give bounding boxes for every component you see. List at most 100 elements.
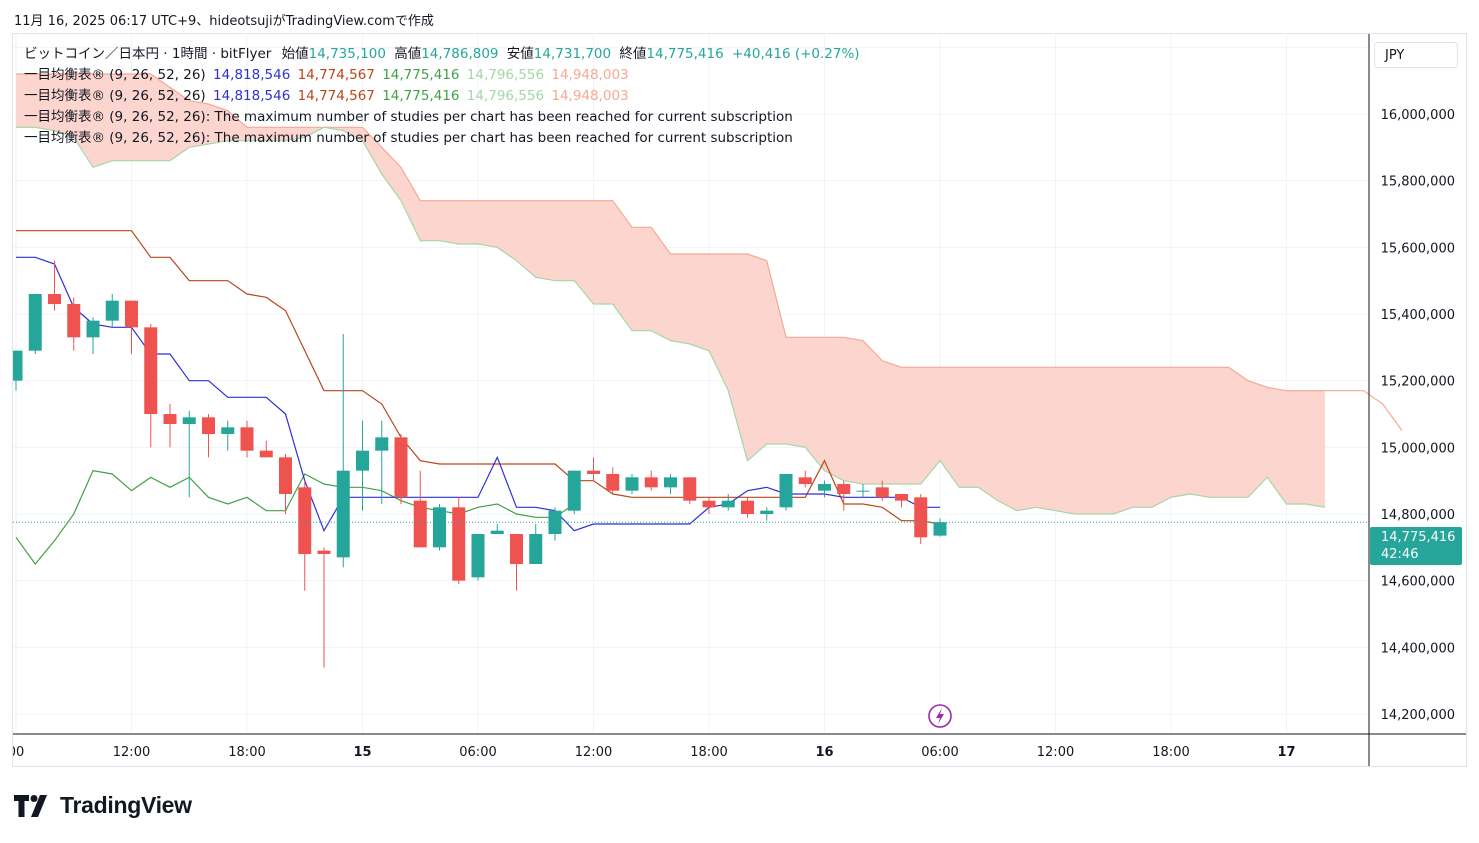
candle-body: [625, 477, 639, 491]
candle-body: [490, 530, 504, 534]
ichimoku-span-a-value: 14,796,556: [466, 67, 545, 83]
ichimoku-kijun-value: 14,774,567: [297, 67, 375, 83]
candle-body: [510, 534, 523, 564]
candle-body: [452, 507, 466, 581]
candle-body: [856, 490, 870, 492]
ichimoku-chikou-value: 14,775,416: [382, 88, 460, 104]
time-axis-label: 06:00: [921, 745, 958, 760]
senkou-span-b-line: [16, 73, 1403, 432]
chart-area[interactable]: 14,200,000 14,400,000 14,600,000 14,800,000…: [12, 33, 1467, 767]
candle-body: [895, 494, 908, 501]
candlestick-chart[interactable]: 14,200,000 14,400,000 14,600,000 14,800,000…: [13, 34, 1466, 766]
candle-body: [13, 350, 23, 381]
candle-body: [741, 500, 754, 514]
ichimoku-tenkan-value: 14,818,546: [213, 67, 291, 83]
candle-body: [336, 470, 350, 558]
price-axis-label: 15,000,000: [1381, 441, 1455, 456]
candle-body: [837, 484, 851, 494]
time-axis-label: 12:00: [113, 745, 150, 760]
chart-credit: 11月 16, 2025 06:17 UTC+9、hideotsujiがTrad…: [14, 14, 434, 29]
price-axis-label: 15,400,000: [1381, 308, 1455, 323]
candle-body: [606, 474, 620, 491]
legend-study-error[interactable]: 一目均衡表® (9, 26, 52, 26): The maximum numb…: [24, 109, 793, 125]
ichimoku-span-a-value: 14,796,556: [466, 88, 545, 104]
last-price-tag: 14,775,416 42:46: [1370, 527, 1462, 565]
legend-low-label: 安値: [506, 46, 534, 62]
last-price: 14,775,416: [1381, 530, 1456, 545]
legend-close-label: 終値: [619, 46, 647, 62]
legend-symbol[interactable]: ビットコイン／日本円 · 1時間 · bitFlyer: [24, 46, 272, 62]
candle-body: [433, 507, 446, 548]
candle-body: [86, 320, 100, 338]
time-axis-label: 12:00: [575, 745, 612, 760]
candle-body: [914, 497, 928, 538]
candle-body: [683, 477, 697, 501]
legend-open: 14,735,100: [308, 46, 386, 62]
time-axis-label: 12:00: [1037, 745, 1074, 760]
candle-body: [163, 414, 177, 424]
candle-body: [779, 474, 793, 508]
price-axis-label: 14,400,000: [1381, 641, 1455, 656]
legend-change: +40,416 (+0.27%): [731, 46, 860, 62]
time-axis-label: 18:00: [690, 745, 727, 760]
legend-ichimoku-row[interactable]: 一目均衡表® (9, 26, 52, 26) 14,818,546 14,774…: [24, 65, 860, 86]
time-axis-label: 00: [13, 745, 24, 760]
candle-body: [202, 417, 215, 434]
candle-body: [471, 534, 485, 578]
candle-body: [125, 300, 138, 328]
candle-body: [375, 437, 389, 451]
price-axis-label: 15,800,000: [1381, 175, 1455, 190]
ichimoku-label: 一目均衡表® (9, 26, 52, 26): [24, 88, 206, 104]
candle-body: [48, 294, 61, 304]
ichimoku-label: 一目均衡表® (9, 26, 52, 26): [24, 67, 206, 83]
price-axis-label: 15,200,000: [1381, 375, 1455, 390]
tradingview-logo-icon: [14, 794, 47, 817]
time-axis-label: 17: [1277, 745, 1295, 760]
candle-body: [818, 484, 831, 491]
candle-body: [587, 470, 600, 474]
price-axis-label: 15,600,000: [1381, 241, 1455, 256]
chikou-span-line: [15, 469, 575, 565]
candle-body: [875, 487, 889, 498]
candle-body: [933, 522, 947, 536]
candle-body: [356, 450, 369, 471]
ichimoku-span-b-value: 14,948,003: [551, 88, 629, 104]
senkou-span-a-line: [16, 126, 1326, 515]
ichimoku-kijun-value: 14,774,567: [297, 88, 375, 104]
candle-body: [317, 550, 331, 554]
ichimoku-tenkan-value: 14,818,546: [213, 88, 291, 104]
candle-body: [644, 477, 658, 488]
price-axis-label: 14,600,000: [1381, 575, 1455, 590]
ichimoku-span-b-value: 14,948,003: [551, 67, 629, 83]
legend-open-label: 始値: [281, 46, 309, 62]
tradingview-logo[interactable]: TradingView: [14, 792, 192, 819]
candle-body: [702, 500, 716, 508]
price-axis-label: 16,000,000: [1381, 108, 1455, 123]
legend-low: 14,731,700: [533, 46, 612, 62]
candle-body: [548, 510, 562, 534]
candle-body: [760, 510, 774, 514]
candle-body: [279, 457, 292, 494]
legend-high: 14,786,809: [421, 46, 499, 62]
legend-ichimoku-row[interactable]: 一目均衡表® (9, 26, 52, 26) 14,818,546 14,774…: [24, 86, 860, 107]
time-axis-label: 16: [815, 745, 833, 760]
candle-body: [105, 300, 119, 321]
ichimoku-chikou-value: 14,775,416: [382, 67, 460, 83]
candle-body: [28, 294, 42, 351]
legend-study-error[interactable]: 一目均衡表® (9, 26, 52, 26): The maximum numb…: [24, 130, 793, 146]
time-axis-label: 06:00: [459, 745, 496, 760]
candle-body: [529, 534, 543, 564]
candle-body: [721, 500, 735, 508]
candle-body: [144, 327, 158, 414]
tradingview-logo-text: TradingView: [60, 792, 192, 818]
price-axis-label: 14,200,000: [1381, 708, 1455, 723]
candle-body: [67, 304, 81, 338]
candle-body: [221, 427, 235, 434]
price-axis-label: 14,800,000: [1381, 508, 1455, 523]
candle-body: [567, 470, 581, 511]
candle-body: [182, 417, 196, 424]
candle-body: [394, 437, 408, 498]
candle-body: [413, 500, 427, 548]
chart-legend: ビットコイン／日本円 · 1時間 · bitFlyer 始値14,735,100…: [24, 44, 860, 149]
currency-button[interactable]: JPY: [1374, 42, 1458, 68]
